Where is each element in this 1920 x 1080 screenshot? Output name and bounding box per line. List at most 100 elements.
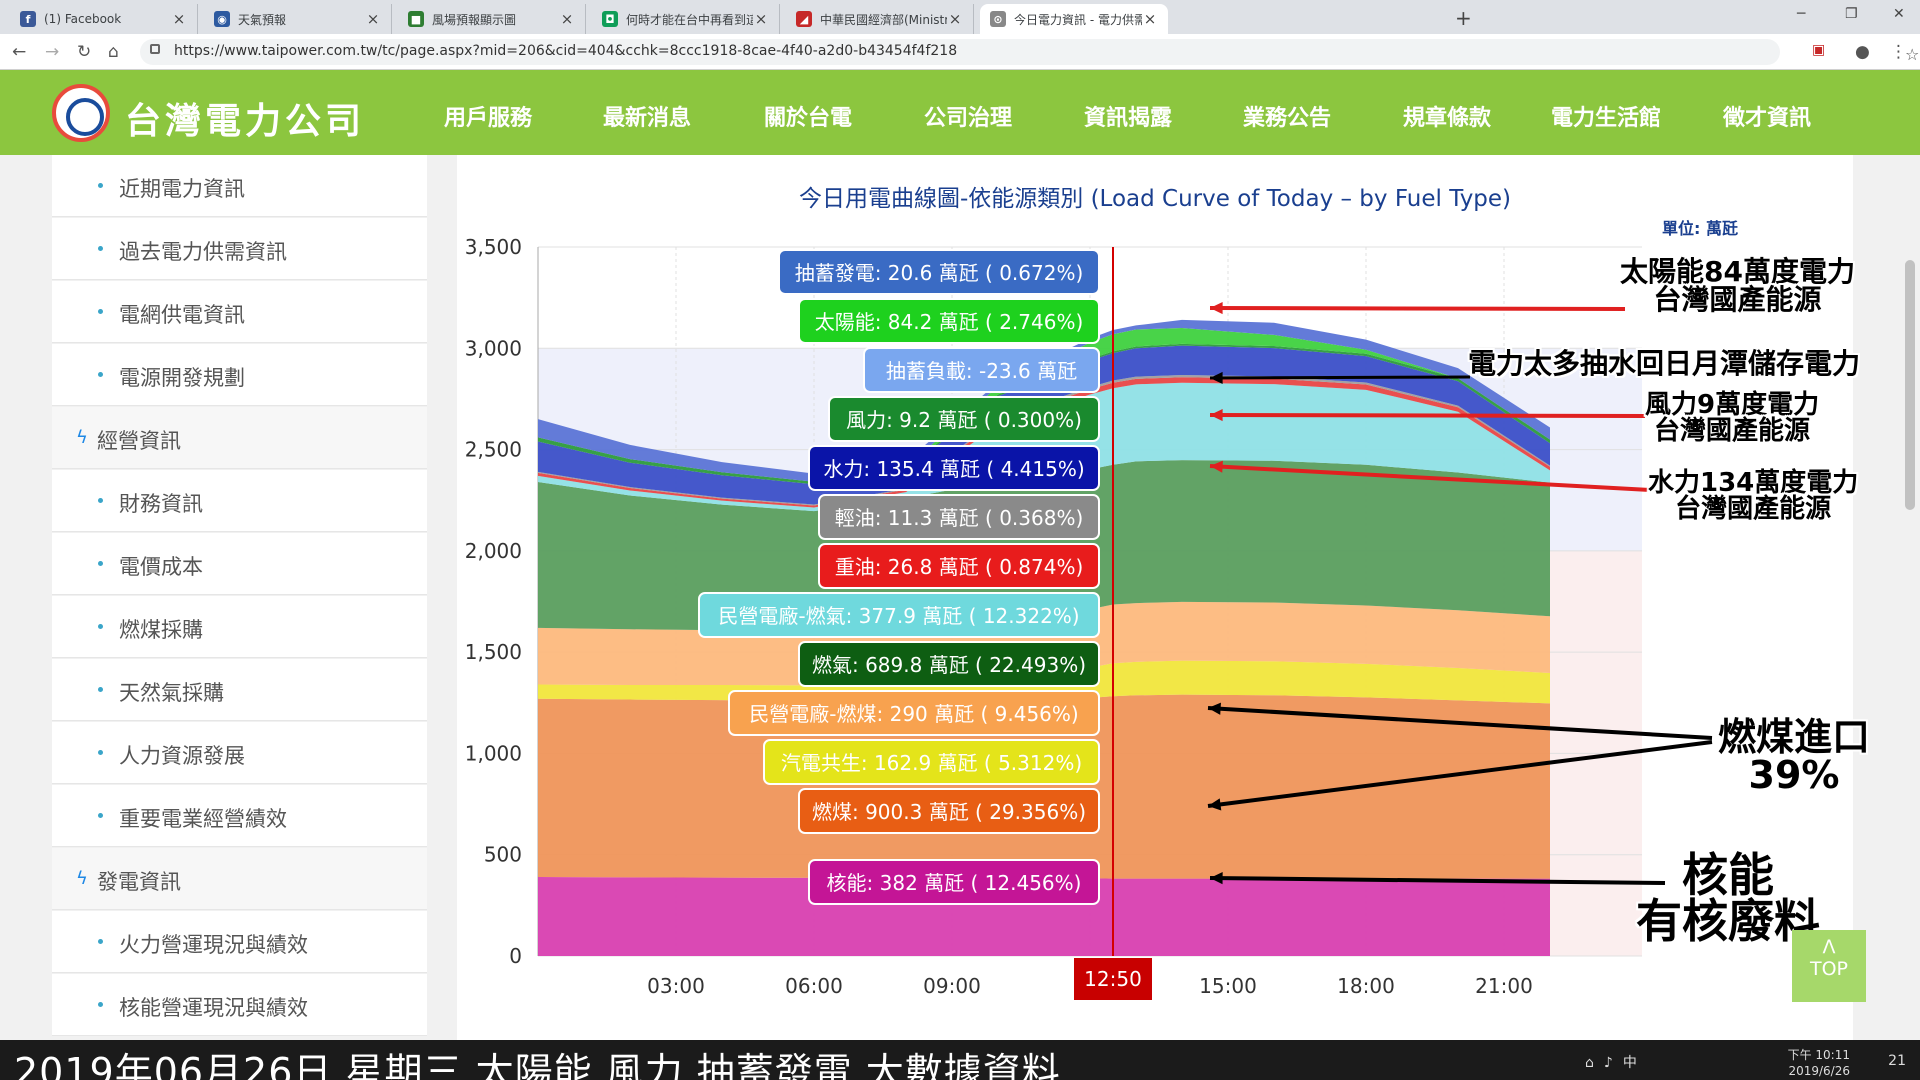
sidebar-item[interactable]: 電網供電資訊: [52, 281, 427, 343]
system-tray-icons[interactable]: ⌂♪中: [1585, 1052, 1647, 1072]
sidebar-item[interactable]: 財務資訊: [52, 470, 427, 532]
solar-annotation-line1: 太陽能84萬度電力: [1620, 255, 1855, 288]
close-tab-icon[interactable]: ×: [366, 10, 380, 28]
browser-tab[interactable]: ◘ 何時才能在台中再看到這樣的藍×: [592, 4, 780, 34]
close-tab-icon[interactable]: ×: [948, 10, 962, 28]
sidebar-item[interactable]: 燃煤採購: [52, 596, 427, 658]
sidebar-item[interactable]: 火力營運現況與績效: [52, 911, 427, 973]
sidebar-item[interactable]: 電源開發規劃: [52, 344, 427, 406]
sidebar-item-label: 人力資源發展: [119, 744, 245, 768]
tooltip-text: 民營電廠-燃氣: 377.9 萬瓩 ( 12.322%): [718, 604, 1079, 628]
taipower-logo-icon[interactable]: [52, 84, 110, 142]
sidebar-item-label: 發電資訊: [97, 870, 181, 894]
main-nav-item[interactable]: 徵才資訊: [1723, 106, 1812, 131]
chart-title: 今日用電曲線圖-依能源類別 (Load Curve of Today – by …: [798, 186, 1512, 212]
browser-tab-title: 今日電力資訊 - 電力供需資訊 - 台: [1014, 12, 1142, 27]
menu-icon[interactable]: ⋮: [1890, 42, 1907, 62]
close-tab-icon[interactable]: ×: [754, 10, 768, 28]
sidebar-item-label: 過去電力供需資訊: [119, 240, 287, 264]
sidebar-item-label: 重要電業經營績效: [119, 807, 287, 831]
x-tick-label: 09:00: [923, 974, 981, 998]
profile-icon[interactable]: ●: [1855, 42, 1870, 62]
y-tick-label: 2,500: [465, 438, 522, 462]
home-icon[interactable]: ⌂: [108, 42, 119, 62]
minimize-button[interactable]: ─: [1797, 6, 1806, 22]
main-nav-item[interactable]: 資訊揭露: [1084, 106, 1173, 131]
maximize-button[interactable]: ❐: [1845, 6, 1858, 22]
tooltip-box: [818, 494, 1100, 540]
browser-tab[interactable]: ◢ 中華民國經濟部(Ministry of Eco×: [786, 4, 974, 34]
clock-time: 下午 10:11: [1787, 1048, 1850, 1062]
tooltip-box: [808, 445, 1100, 491]
tooltip-text: 燃煤: 900.3 萬瓩 ( 29.356%): [812, 800, 1086, 824]
taipower-icon: ⊙: [990, 11, 1006, 27]
browser-tab-title: 何時才能在台中再看到這樣的藍: [626, 12, 753, 27]
notification-count[interactable]: 21: [1888, 1053, 1906, 1069]
x-tick-label: 15:00: [1199, 974, 1257, 998]
sidebar-item[interactable]: 天然氣採購: [52, 659, 427, 721]
main-nav-item[interactable]: 業務公告: [1243, 106, 1332, 131]
main-nav-item[interactable]: 關於台電: [764, 106, 853, 131]
tooltip-text: 民營電廠-燃煤: 290 萬瓩 ( 9.456%): [749, 702, 1078, 726]
sidebar-item[interactable]: 人力資源發展: [52, 722, 427, 784]
tooltip-text: 核能: 382 萬瓩 ( 12.456%): [827, 871, 1082, 895]
close-tab-icon[interactable]: ×: [560, 10, 574, 28]
main-nav-item[interactable]: 用戶服務: [444, 106, 533, 131]
extension-icon[interactable]: ▣: [1812, 42, 1826, 58]
main-nav-item[interactable]: 公司治理: [924, 106, 1013, 131]
new-tab-button[interactable]: +: [1455, 6, 1472, 30]
wind-annotation-line2: 台灣國產能源: [1654, 416, 1811, 446]
forward-icon[interactable]: →: [45, 42, 60, 62]
bullet-icon: [98, 498, 103, 503]
y-tick-label: 1,000: [465, 741, 522, 765]
page-scrollbar[interactable]: [1900, 155, 1920, 1040]
sidebar-item-label: 電價成本: [119, 555, 203, 579]
tooltip-box: [698, 592, 1100, 638]
site-logo-text[interactable]: 台灣電力公司: [125, 100, 366, 142]
sidebar-item-label: 經營資訊: [97, 429, 181, 453]
volume-icon[interactable]: ♪: [1603, 1055, 1623, 1071]
caption-text: 2019年06月26日 星期三 太陽能 風力 抽蓄發電 大數據資料: [14, 1050, 1061, 1080]
close-tab-icon[interactable]: ×: [172, 10, 186, 28]
browser-tab[interactable]: ◉ 天氣預報 ×: [204, 4, 392, 34]
load-curve-chart[interactable]: 0 500 1,000 1,500 2,000 2,500 3,000 3,500 03:00 0…: [457, 155, 1853, 1040]
tooltip-box: [763, 739, 1100, 785]
main-nav-item[interactable]: 最新消息: [603, 106, 692, 131]
reload-icon[interactable]: ↻: [77, 42, 92, 62]
bullet-icon: [98, 372, 103, 377]
x-tick-label: 03:00: [647, 974, 705, 998]
sidebar-group-header[interactable]: ϟ 發電資訊: [52, 848, 427, 910]
sidebar-item[interactable]: 核能營運現況與績效: [52, 974, 427, 1036]
browser-tab[interactable]: ■ 風場預報顯示圖 ×: [398, 4, 586, 34]
scrollbar-thumb[interactable]: [1905, 260, 1915, 510]
sidebar-item[interactable]: 重要電業經營績效: [52, 785, 427, 847]
bullet-icon: [98, 687, 103, 692]
main-nav-item[interactable]: 規章條款: [1403, 106, 1492, 131]
sidebar-item[interactable]: 近期電力資訊: [52, 155, 427, 217]
tooltip-text: 輕油: 11.3 萬瓩 ( 0.368%): [835, 506, 1084, 530]
network-icon[interactable]: ⌂: [1585, 1055, 1604, 1071]
close-tab-icon[interactable]: ×: [1143, 10, 1157, 28]
sidebar-item-label: 財務資訊: [119, 492, 203, 516]
solar-annotation: 太陽能84萬度電力 台灣國產能源: [1620, 258, 1855, 314]
sidebar-group-header[interactable]: ϟ 經營資訊: [52, 407, 427, 469]
url-input[interactable]: https://www.taipower.com.tw/tc/page.aspx…: [140, 39, 1919, 65]
main-nav-item[interactable]: 電力生活館: [1551, 106, 1662, 131]
clock[interactable]: 下午 10:11 2019/6/26: [1788, 1048, 1850, 1079]
close-window-button[interactable]: ✕: [1893, 6, 1905, 22]
clock-date: 2019/6/26: [1788, 1063, 1850, 1078]
sidebar-item[interactable]: 電價成本: [52, 533, 427, 595]
y-tick-label: 3,500: [465, 235, 522, 259]
browser-tab[interactable]: ⊙ 今日電力資訊 - 電力供需資訊 - 台×: [980, 4, 1168, 34]
browser-tab-title: (1) Facebook: [44, 12, 122, 26]
ime-indicator[interactable]: 中: [1622, 1055, 1647, 1071]
x-tick-label: 21:00: [1475, 974, 1533, 998]
sidebar-item[interactable]: 過去電力供需資訊: [52, 218, 427, 280]
back-to-top-button[interactable]: Λ TOP: [1792, 930, 1866, 1002]
bookmark-star-icon[interactable]: ☆: [1905, 45, 1920, 64]
browser-tab[interactable]: f (1) Facebook ×: [10, 4, 198, 34]
y-tick-label: 2,000: [465, 539, 522, 563]
tooltip-text: 重油: 26.8 萬瓩 ( 0.874%): [835, 555, 1084, 579]
bullet-icon: [98, 1002, 103, 1007]
back-icon[interactable]: ←: [12, 42, 27, 62]
